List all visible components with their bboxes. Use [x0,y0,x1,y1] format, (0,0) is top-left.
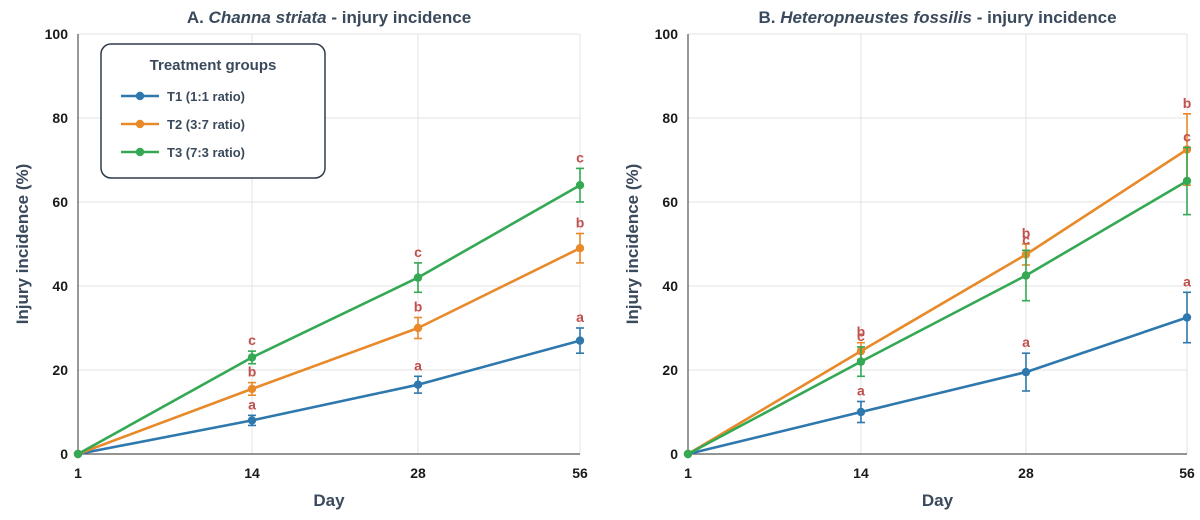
series-line-3 [77,184,581,456]
data-point [1182,176,1192,186]
significance-label: c [1183,128,1191,144]
data-point [247,416,257,425]
x-axis-label: Day [313,491,345,510]
chart-title: A. Channa striata - injury incidence [187,8,471,27]
legend-swatch-marker [135,147,145,157]
y-tick-label: 60 [662,194,678,210]
data-point [247,353,257,362]
legend-entry-label: T1 (1:1 ratio) [167,89,245,104]
series-1: a a a [73,309,585,459]
series-2: b b b [683,95,1192,459]
data-point [413,323,423,333]
significance-label: c [576,149,584,165]
y-tick-label: 40 [52,278,68,294]
y-tick-label: 60 [52,194,68,210]
significance-label: b [857,324,866,340]
x-tick-label: 28 [1018,465,1034,481]
y-tick-label: 100 [45,26,69,42]
y-tick-label: 40 [662,278,678,294]
data-point [413,380,423,389]
legend-swatch-marker [135,91,145,101]
data-point [1021,367,1031,377]
y-tick-label: 0 [60,446,68,462]
x-tick-label: 56 [572,465,588,481]
significance-label: c [414,244,422,260]
significance-label: b [576,215,585,231]
significance-label: a [1022,334,1030,350]
data-point [856,407,866,417]
significance-label: c [1022,231,1030,247]
significance-label: a [857,383,865,399]
series-3: c c c [683,128,1192,459]
significance-label: a [248,396,256,412]
data-point [1021,271,1031,280]
x-axis-label: Day [922,491,954,510]
legend-swatch-marker [135,119,145,129]
chart-title-species: Heteropneustes fossilis [780,8,972,27]
y-tick-label: 20 [52,362,68,378]
y-tick-label: 100 [655,26,679,42]
data-point [1182,313,1192,322]
data-point [575,244,585,253]
data-point [413,273,423,282]
significance-label: c [248,332,256,348]
significance-label: b [1022,225,1031,241]
series-line-2 [687,148,1188,456]
y-tick-label: 0 [670,446,678,462]
series-2: b b b [73,215,585,459]
data-point [247,384,257,394]
chart-title-prefix: B. [758,8,780,27]
legend-title: Treatment groups [150,57,277,74]
y-axis-label: Injury incidence (%) [623,164,642,325]
legend-entry-label: T3 (7:3 ratio) [167,145,245,160]
significance-label: a [1183,273,1191,289]
y-tick-label: 20 [662,362,678,378]
significance-label: b [414,299,423,315]
data-point [73,449,83,459]
x-tick-label: 56 [1179,465,1195,481]
series-line-2 [77,247,581,456]
series-1: a a a [683,273,1192,459]
significance-label: a [576,309,584,325]
x-tick-label: 14 [244,465,260,481]
significance-label: b [248,364,257,380]
chart-title-prefix: A. [187,8,209,27]
data-point [856,357,866,366]
x-tick-label: 1 [684,465,692,481]
legend-entry-label: T2 (3:7 ratio) [167,117,245,132]
chart-title-species: Channa striata [209,8,327,27]
y-axis-label: Injury incidence (%) [13,164,32,325]
significance-label: c [857,328,865,344]
chart-panel-b: 0 20 40 60 80 100 1 14 28 56 Day Injury incidence (… [623,8,1195,510]
series-3: c c c [73,149,585,459]
y-tick-label: 80 [662,110,678,126]
series-line-1 [77,339,581,456]
x-tick-label: 14 [853,465,869,481]
series-line-3 [687,179,1188,456]
legend-box [100,43,326,179]
data-point [575,181,585,190]
significance-label: b [1183,95,1192,111]
legend: Treatment groups T1 (1:1 ratio) T2 (3:7 ra… [100,43,326,179]
chart-title-suffix: - injury incidence [972,8,1117,27]
significance-label: a [414,357,422,373]
chart-title-suffix: - injury incidence [327,8,472,27]
data-point [683,449,693,459]
y-tick-label: 80 [52,110,68,126]
x-tick-label: 28 [410,465,426,481]
data-point [575,336,585,345]
chart-title: B. Heteropneustes fossilis - injury inci… [758,8,1116,27]
x-tick-label: 1 [74,465,82,481]
series-line-1 [687,316,1188,456]
chart-panel-a: 0 20 40 60 80 100 1 14 28 56 Day Injury incidence (… [13,8,588,510]
